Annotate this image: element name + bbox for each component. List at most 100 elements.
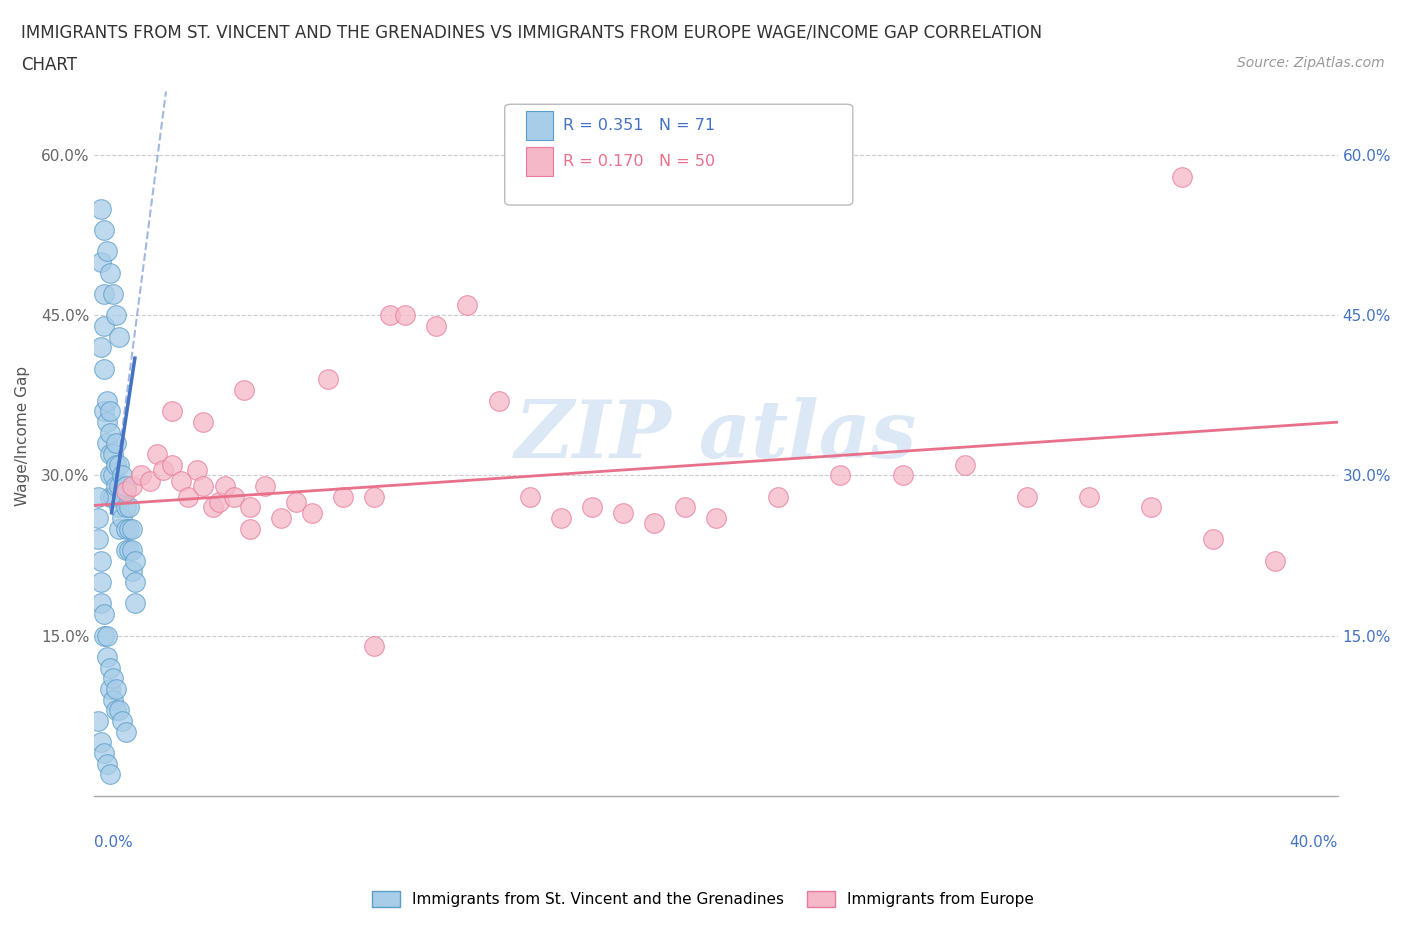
Point — [1078, 489, 1101, 504]
Point — [121, 479, 143, 494]
Point — [121, 522, 143, 537]
Point — [86, 489, 108, 504]
Point — [766, 489, 789, 504]
Text: IMMIGRANTS FROM ST. VINCENT AND THE GRENADINES VS IMMIGRANTS FROM EUROPE WAGE/IN: IMMIGRANTS FROM ST. VINCENT AND THE GREN… — [21, 23, 1042, 41]
Point — [232, 383, 254, 398]
Point — [830, 468, 852, 483]
Point — [160, 404, 183, 418]
Point — [93, 606, 115, 621]
Point — [90, 340, 112, 355]
Point — [108, 479, 131, 494]
Point — [114, 500, 136, 515]
Point — [105, 436, 128, 451]
Point — [456, 298, 478, 312]
Point — [152, 463, 174, 478]
Point — [101, 446, 124, 461]
Point — [108, 522, 131, 537]
Point — [98, 660, 121, 675]
Point — [86, 713, 108, 728]
Point — [90, 553, 112, 568]
Point — [96, 244, 118, 259]
Point — [90, 575, 112, 590]
Point — [239, 500, 262, 515]
Point — [1202, 532, 1225, 547]
Point — [114, 484, 136, 498]
Point — [105, 479, 128, 494]
Point — [160, 458, 183, 472]
Point — [90, 202, 112, 217]
Point — [101, 692, 124, 707]
Point — [96, 649, 118, 664]
Point — [581, 500, 603, 515]
Point — [98, 468, 121, 483]
Point — [124, 575, 146, 590]
Point — [90, 735, 112, 750]
Point — [124, 553, 146, 568]
Point — [363, 489, 385, 504]
Text: CHART: CHART — [21, 56, 77, 73]
Point — [316, 372, 339, 387]
Point — [550, 511, 572, 525]
Point — [111, 511, 134, 525]
Point — [108, 329, 131, 344]
Point — [239, 522, 262, 537]
Point — [90, 596, 112, 611]
Point — [270, 511, 292, 525]
Point — [98, 446, 121, 461]
Point — [193, 479, 215, 494]
Point — [93, 746, 115, 761]
Point — [111, 489, 134, 504]
Point — [214, 479, 236, 494]
Y-axis label: Wage/Income Gap: Wage/Income Gap — [15, 365, 30, 506]
Point — [98, 766, 121, 781]
Point — [96, 436, 118, 451]
Point — [643, 516, 665, 531]
Point — [114, 479, 136, 494]
Point — [201, 500, 224, 515]
Point — [145, 446, 167, 461]
Point — [101, 286, 124, 301]
Point — [101, 489, 124, 504]
Point — [96, 393, 118, 408]
Point — [114, 522, 136, 537]
Text: 40.0%: 40.0% — [1289, 835, 1337, 850]
Point — [121, 565, 143, 579]
Point — [118, 522, 141, 537]
Point — [105, 703, 128, 718]
FancyBboxPatch shape — [505, 104, 853, 205]
Point — [98, 265, 121, 280]
Point — [96, 415, 118, 430]
Point — [90, 255, 112, 270]
Point — [129, 468, 152, 483]
Point — [186, 463, 208, 478]
Point — [96, 628, 118, 643]
Text: R = 0.351   N = 71: R = 0.351 N = 71 — [564, 118, 716, 133]
Point — [108, 703, 131, 718]
Point — [114, 724, 136, 739]
Point — [193, 415, 215, 430]
Point — [1015, 489, 1038, 504]
Point — [301, 505, 323, 520]
Point — [394, 308, 416, 323]
Point — [111, 468, 134, 483]
Bar — [526, 112, 553, 140]
Point — [1264, 553, 1286, 568]
Point — [953, 458, 976, 472]
Point — [98, 682, 121, 697]
Point — [93, 319, 115, 334]
Point — [93, 362, 115, 377]
Point — [378, 308, 401, 323]
Point — [704, 511, 727, 525]
Point — [86, 532, 108, 547]
Point — [105, 682, 128, 697]
Point — [1171, 169, 1194, 184]
Point — [891, 468, 914, 483]
Point — [1140, 500, 1163, 515]
Point — [101, 671, 124, 685]
Point — [111, 713, 134, 728]
Point — [108, 500, 131, 515]
Text: 0.0%: 0.0% — [94, 835, 134, 850]
Point — [519, 489, 541, 504]
Point — [254, 479, 277, 494]
Point — [96, 756, 118, 771]
